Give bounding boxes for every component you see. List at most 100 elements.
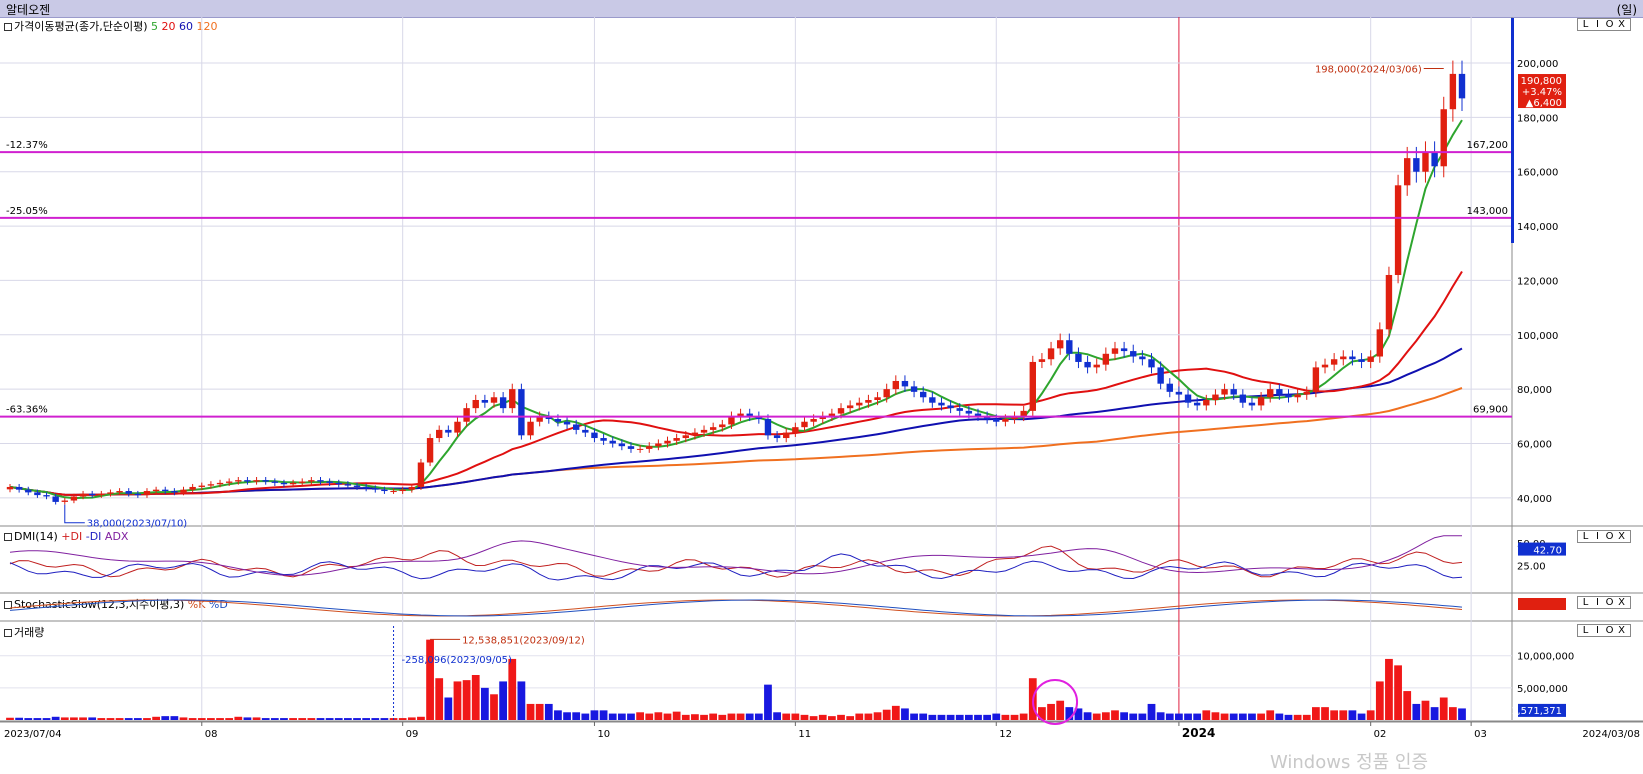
ctl-o[interactable]: O	[1605, 531, 1615, 542]
candle-body	[1221, 389, 1228, 395]
candle-body	[1130, 351, 1137, 357]
ctl-i[interactable]: I	[1596, 19, 1600, 30]
ctl-o[interactable]: O	[1605, 625, 1615, 636]
volume-bar	[389, 718, 398, 720]
volume-bar	[773, 712, 781, 720]
ctl-o[interactable]: O	[1605, 597, 1615, 608]
candle-body	[15, 486, 23, 490]
candle-body	[1257, 397, 1265, 406]
candle-body	[536, 416, 543, 422]
volume-bar	[207, 718, 215, 720]
volume-bar	[636, 712, 644, 720]
volume-bar	[1047, 703, 1055, 720]
ctl-i[interactable]: I	[1596, 531, 1600, 542]
volume-bar	[1385, 658, 1393, 720]
volume-bar	[745, 713, 754, 720]
volume-bar	[800, 714, 809, 720]
ctl-l[interactable]: L	[1582, 531, 1590, 542]
candle-body	[362, 486, 370, 489]
candle-body	[481, 399, 489, 403]
volume-bar	[1175, 713, 1183, 720]
panel-toggle-icon[interactable]	[4, 629, 12, 637]
volume-bar	[937, 714, 946, 720]
volume-bar	[325, 718, 334, 720]
k-label: %K	[187, 598, 206, 611]
candle-body	[1184, 394, 1192, 403]
candle-body	[1075, 353, 1082, 362]
candle-body	[1011, 416, 1018, 420]
month-axis-label: 03	[1474, 729, 1487, 740]
candle-body	[646, 446, 653, 449]
ctl-i[interactable]: I	[1596, 625, 1600, 636]
close-icon[interactable]: X	[1618, 625, 1626, 636]
volume-bar	[910, 713, 918, 720]
candle-body	[1002, 419, 1009, 422]
volume-bar	[882, 709, 891, 720]
dmi-tick-label: 25.00	[1517, 562, 1546, 573]
volume-bar	[782, 713, 791, 720]
stochastic-panel-label[interactable]: StochasticSlow(12,3,지수이평,3) %K %D	[4, 596, 228, 612]
candle-body	[52, 496, 59, 502]
close-icon[interactable]: X	[1618, 531, 1626, 542]
candle-body	[1166, 383, 1173, 392]
volume-bar	[70, 717, 78, 720]
volume-bar	[1083, 712, 1092, 720]
candle-body	[216, 482, 224, 485]
volume-bar	[1147, 703, 1156, 720]
candle-body	[609, 440, 616, 444]
dmi-panel-label[interactable]: DMI(14) +DI -DI ADX	[4, 530, 128, 543]
candle-body	[1148, 359, 1155, 368]
candle-body	[974, 413, 982, 417]
volume-bar	[289, 718, 297, 720]
volume-bar	[901, 708, 909, 720]
volume-bar	[837, 714, 845, 720]
ctl-l[interactable]: L	[1582, 597, 1590, 608]
candle-body	[965, 410, 973, 414]
price-panel-label[interactable]: 가격이동평균(종가,단순이평) 5 20 60 120	[4, 18, 218, 34]
volume-bar	[681, 714, 690, 720]
volume-bar	[608, 713, 617, 720]
candle-body	[819, 416, 826, 420]
candle-body	[417, 462, 425, 487]
y-tick-label: 200,000	[1517, 59, 1558, 70]
ctl-i[interactable]: I	[1596, 597, 1600, 608]
candle-body	[436, 429, 443, 439]
volume-bar	[334, 718, 343, 720]
candle-body	[180, 489, 187, 493]
candle-body	[801, 421, 808, 428]
y-tick-label: 40,000	[1517, 494, 1552, 505]
volume-bar	[891, 705, 900, 720]
ctl-l[interactable]: L	[1582, 19, 1590, 30]
candle-body	[938, 402, 945, 406]
candle-body	[353, 485, 361, 487]
candle-body	[783, 432, 790, 439]
close-icon[interactable]: X	[1618, 19, 1626, 30]
volume-bar	[964, 714, 973, 720]
panel-toggle-icon[interactable]	[4, 23, 12, 31]
panel-toggle-icon[interactable]	[4, 533, 12, 541]
panel-toggle-icon[interactable]	[4, 601, 12, 609]
period-unit[interactable]: (일)	[1616, 3, 1637, 17]
close-icon[interactable]: X	[1618, 597, 1626, 608]
ctl-l[interactable]: L	[1582, 625, 1590, 636]
candle-body	[299, 481, 306, 483]
volume-bar	[261, 718, 270, 720]
ctl-o[interactable]: O	[1605, 19, 1615, 30]
volume-bar	[535, 703, 544, 720]
volume-bar	[1038, 707, 1046, 720]
volume-panel-label[interactable]: 거래량	[4, 624, 44, 640]
volume-bar	[1321, 707, 1329, 720]
candle-body	[719, 424, 726, 428]
candle-body	[673, 438, 680, 441]
candle-body	[426, 438, 434, 463]
volume-bar	[97, 718, 106, 720]
candle-body	[1294, 394, 1301, 398]
candle-body	[1047, 348, 1055, 360]
candle-body	[591, 432, 598, 439]
ma5-label: 5	[151, 20, 159, 33]
